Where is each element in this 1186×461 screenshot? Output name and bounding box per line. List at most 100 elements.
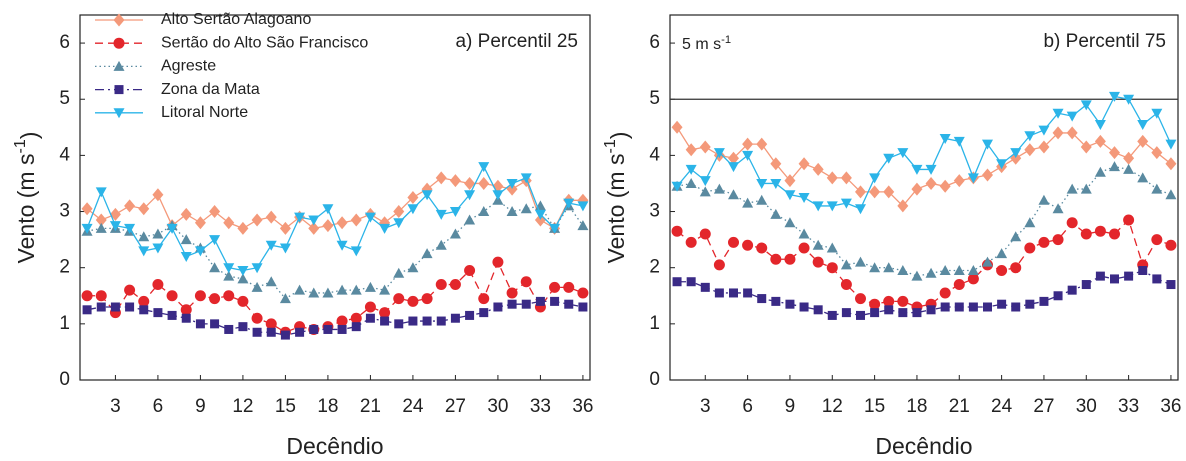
marker [897,148,909,159]
marker [96,302,106,312]
series-line [676,165,1172,277]
marker [125,302,135,312]
marker [671,181,683,192]
marker [841,308,851,318]
marker [113,37,125,49]
marker [686,277,696,287]
x-tick-label: 12 [822,396,843,417]
marker [521,299,531,309]
marker [714,288,724,298]
marker [685,236,697,248]
y-tick-label: 5 [649,88,660,109]
x-tick-label: 33 [530,396,551,417]
marker [813,305,823,315]
x-tick-label: 30 [1076,396,1097,417]
marker [812,201,824,212]
marker [1038,236,1050,248]
marker [393,205,405,219]
marker [1165,139,1177,150]
marker [1080,183,1092,194]
marker [336,284,348,295]
marker [109,207,121,221]
marker [770,157,782,171]
marker [1039,296,1049,306]
marker [953,136,965,147]
marker [138,246,150,257]
marker [251,263,263,274]
marker [153,308,163,318]
marker [379,284,391,295]
marker [729,288,738,298]
marker [897,295,909,307]
marker [812,256,824,268]
marker [114,85,124,95]
marker [983,302,992,312]
marker [756,242,768,254]
marker [784,174,796,188]
marker [728,162,739,173]
marker [279,221,291,235]
marker [1151,108,1163,119]
marker [884,305,894,315]
marker [855,293,866,305]
marker [365,313,375,323]
marker [209,262,221,273]
marker [81,202,93,216]
y-tick-label: 0 [59,369,70,390]
marker [883,153,895,164]
marker [266,327,276,337]
marker [1094,134,1106,148]
marker [939,265,951,275]
marker [982,139,993,150]
marker [1165,239,1177,251]
marker [1010,148,1022,159]
marker [520,276,532,288]
marker [1067,285,1077,295]
marker [492,190,504,201]
plot-frame [669,14,1179,381]
legend-label: Alto Sertão Alagoano [161,11,311,28]
marker [728,189,739,200]
x-tick-label: 27 [1033,396,1054,417]
marker [1038,125,1050,136]
marker [911,164,923,175]
marker [856,310,865,320]
marker [209,205,221,219]
marker [265,276,277,287]
marker [1137,120,1149,130]
y-tick-label: 3 [649,201,660,222]
marker [742,137,754,151]
marker [855,185,866,199]
marker [869,173,881,184]
marker [713,148,725,159]
marker [436,316,446,326]
marker [953,265,965,275]
marker [728,236,739,248]
marker [1124,271,1134,281]
marker [294,284,306,295]
marker [968,302,978,312]
y-axis-label-sup: -1 [11,139,29,153]
marker [1151,183,1163,194]
marker [840,259,852,270]
marker [337,324,347,334]
marker [685,164,697,175]
marker [699,228,711,240]
marker [152,188,164,202]
marker [1137,172,1149,183]
marker [1152,274,1162,284]
marker [138,202,150,216]
marker [869,185,881,199]
marker [81,290,93,302]
marker [699,186,711,197]
marker [940,302,950,312]
marker [1123,163,1135,174]
x-tick-label: 12 [232,396,253,417]
marker [265,240,277,251]
marker [394,319,404,329]
marker [898,308,908,318]
x-tick-label: 21 [360,396,381,417]
marker [336,216,348,230]
marker [194,246,206,257]
